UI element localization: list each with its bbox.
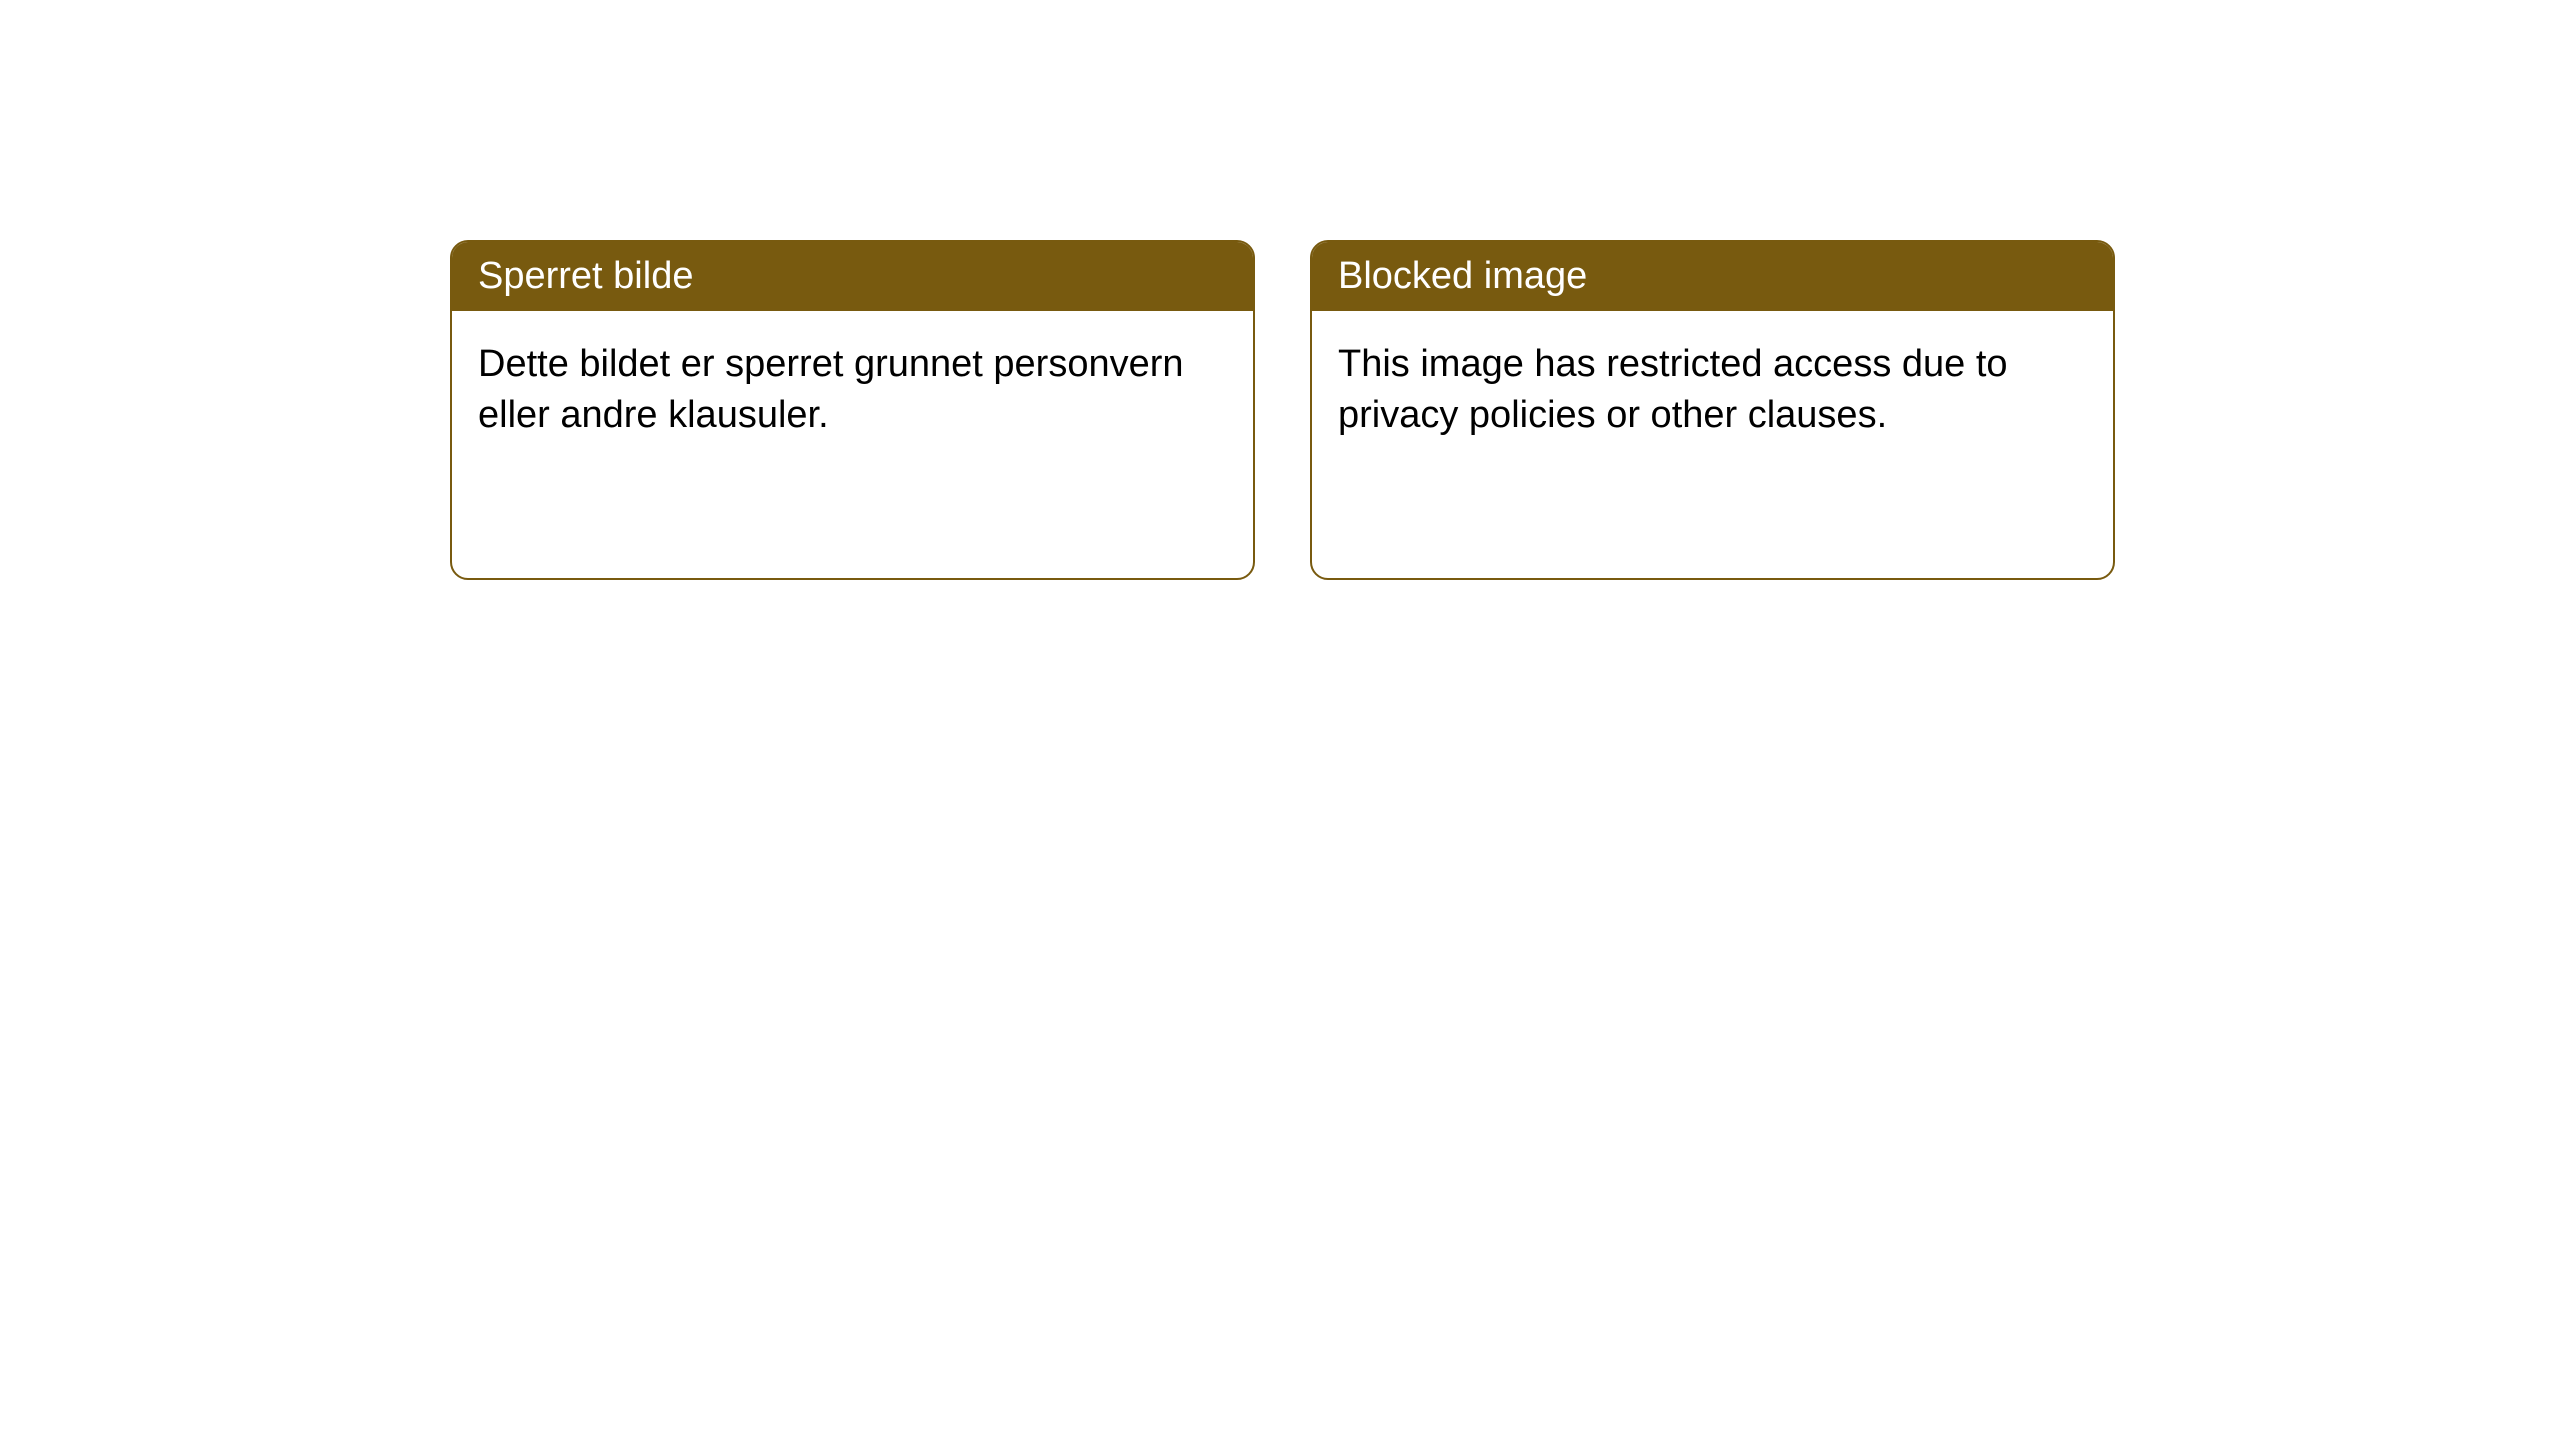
- notice-body-norwegian: Dette bildet er sperret grunnet personve…: [452, 311, 1253, 470]
- notice-container: Sperret bilde Dette bildet er sperret gr…: [0, 0, 2560, 580]
- notice-title-norwegian: Sperret bilde: [452, 242, 1253, 311]
- notice-card-english: Blocked image This image has restricted …: [1310, 240, 2115, 580]
- notice-title-english: Blocked image: [1312, 242, 2113, 311]
- notice-body-english: This image has restricted access due to …: [1312, 311, 2113, 470]
- notice-card-norwegian: Sperret bilde Dette bildet er sperret gr…: [450, 240, 1255, 580]
